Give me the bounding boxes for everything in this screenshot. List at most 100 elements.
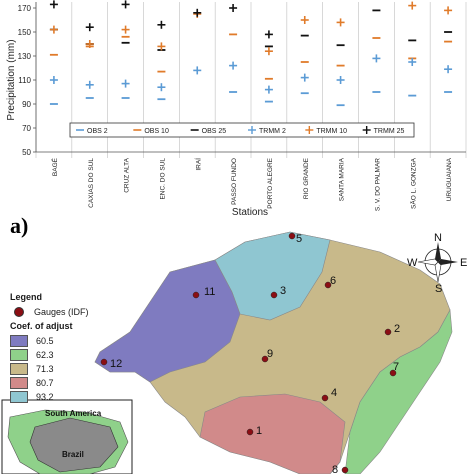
gauge-dot-icon (14, 307, 24, 317)
y-tick-label: 50 (22, 148, 31, 157)
y-tick-label: 130 (18, 52, 32, 61)
x-axis-title: Stations (232, 207, 268, 218)
legend-class-row: 60.5 (10, 334, 140, 348)
gauge-12 (100, 358, 108, 366)
class-label: 71.3 (36, 364, 54, 374)
legend-box (69, 122, 415, 138)
point-trmm-2 (229, 61, 238, 70)
compass-rose-icon: N W E S (407, 232, 467, 295)
point-trmm-2 (372, 54, 381, 63)
legend-gauges-row: Gauges (IDF) (10, 305, 140, 319)
south-america-inset: South America Brazil (1, 399, 133, 474)
point-trmm-10 (121, 25, 130, 34)
y-tick-label: 90 (22, 100, 31, 109)
gauge-label-7: 7 (393, 361, 399, 373)
class-swatch-80-7 (10, 377, 28, 389)
class-label: 60.5 (36, 336, 54, 346)
study-area-map: 1 2 3 4 5 6 7 8 9 11 12 N W E S (1, 231, 467, 474)
gauge-6 (324, 281, 332, 289)
chart-legend: OBS 2 OBS 10 OBS 25 TRMM 2 TRMM 10 TRMM 25 (69, 122, 415, 138)
point-trmm-2 (408, 58, 417, 66)
x-tick-label: CRUZ ALTA (124, 157, 131, 192)
map-legend: Legend Gauges (IDF) Coef. of adjust 60.5… (10, 292, 140, 404)
chart-marks (49, 0, 453, 107)
class-label: 62.3 (36, 350, 54, 360)
gauge-label-8: 8 (332, 464, 338, 474)
x-tick-label: SANTA MARIA (339, 157, 346, 201)
point-trmm-25 (49, 0, 58, 9)
point-trmm-10 (49, 25, 58, 34)
coef-legend-title: Coef. of adjust (10, 321, 73, 331)
point-trmm-25 (264, 30, 273, 39)
point-trmm-10 (157, 42, 166, 51)
point-trmm-25 (121, 0, 130, 9)
y-tick-label: 70 (22, 124, 31, 133)
gauge-11 (192, 291, 200, 299)
point-trmm-25 (157, 20, 166, 29)
region-80-7 (199, 393, 346, 474)
point-trmm-10 (85, 40, 94, 48)
gauge-7 (389, 369, 397, 377)
legend-entry-label: TRMM 10 (316, 128, 347, 135)
gauge-9 (261, 355, 269, 363)
x-tick-label: S. V. DO PALMAR (374, 158, 381, 211)
legend-entry-label: TRMM 25 (374, 128, 405, 135)
y-axis-title: Precipitation (mm) (6, 39, 17, 120)
x-tick-label: PASSO FUNDO (231, 158, 238, 205)
compass-s: S (435, 283, 442, 295)
point-trmm-2 (444, 65, 453, 74)
point-trmm-10 (336, 18, 345, 27)
legend-entry-label: TRMM 2 (259, 128, 286, 135)
gauge-label-9: 9 (267, 348, 273, 360)
map-legend-title: Legend (10, 292, 43, 302)
gauge-label-5: 5 (296, 233, 302, 245)
point-trmm-2 (121, 79, 130, 88)
gauge-label-2: 2 (394, 323, 400, 335)
x-tick-label: IRAÍ (193, 158, 202, 171)
legend-class-row: 93.2 (10, 390, 140, 404)
legend-entry-label: OBS 25 (202, 128, 227, 135)
gauge-label-6: 6 (330, 275, 336, 287)
gauge-label-3: 3 (280, 285, 286, 297)
point-trmm-2 (336, 76, 345, 84)
point-trmm-2 (85, 80, 94, 89)
point-trmm-10 (264, 47, 273, 56)
point-trmm-2 (157, 83, 166, 92)
legend-class-row: 80.7 (10, 376, 140, 390)
inset-south-america-label: South America (45, 409, 102, 418)
gauge-2 (384, 328, 392, 336)
y-tick-label: 170 (18, 4, 32, 13)
panel-label: a) (10, 213, 29, 238)
point-trmm-25 (85, 23, 94, 32)
region-62-3 (344, 308, 453, 474)
x-tick-label: URUGUAIANA (446, 157, 453, 201)
point-trmm-2 (49, 76, 58, 84)
gauge-label-11: 11 (204, 286, 215, 298)
gauge-5 (288, 232, 296, 240)
legend-gauges-label: Gauges (IDF) (34, 307, 89, 317)
point-trmm-2 (264, 85, 273, 94)
gauge-8 (341, 466, 349, 474)
y-tick-label: 150 (18, 28, 32, 37)
class-swatch-60-5 (10, 335, 28, 347)
point-trmm-10 (408, 1, 417, 10)
y-tick-label: 110 (18, 76, 31, 85)
x-tick-label: ENC. DO SUL (159, 158, 166, 200)
gauge-points: 1 2 3 4 5 6 7 8 9 11 12 (100, 232, 400, 474)
point-trmm-10 (444, 6, 453, 15)
chart-axes: 50 70 90 110 130 150 170 BAGÉ CAXIAS DO SUL CRUZ … (18, 2, 466, 211)
brazil-shape (29, 417, 119, 473)
x-tick-label: PORTO ALEGRE (267, 157, 274, 208)
class-label: 80.7 (36, 378, 54, 388)
class-swatch-71-3 (10, 363, 28, 375)
gauge-3 (270, 291, 278, 299)
compass-n: N (434, 232, 442, 244)
point-trmm-10 (300, 16, 309, 24)
point-trmm-25 (193, 8, 202, 17)
gauge-4 (321, 394, 329, 402)
compass-w: W (407, 257, 418, 269)
point-trmm-25 (229, 4, 238, 12)
legend-class-row: 71.3 (10, 362, 140, 376)
class-swatch-93-2 (10, 391, 28, 403)
class-label: 93.2 (36, 392, 54, 402)
